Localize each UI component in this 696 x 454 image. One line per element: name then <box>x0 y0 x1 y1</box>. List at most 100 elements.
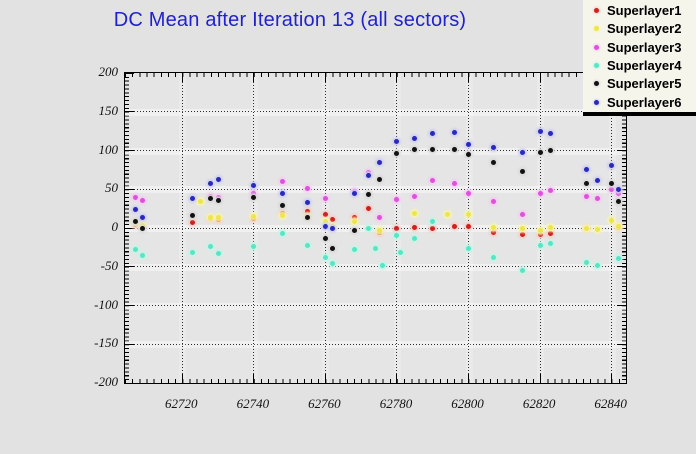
data-point-superlayer3 <box>594 196 600 202</box>
gridline-y-0 <box>125 227 626 229</box>
data-point-superlayer3 <box>451 181 457 187</box>
data-point-superlayer6 <box>548 130 554 136</box>
data-point-superlayer3 <box>548 187 554 193</box>
data-point-superlayer1 <box>519 232 525 238</box>
data-point-superlayer1 <box>430 225 436 231</box>
x-tick-62720 <box>181 374 183 383</box>
gridline-band <box>179 73 187 383</box>
gridline-y--150 <box>125 343 626 345</box>
y-tick-right--200 <box>617 382 626 384</box>
legend-entry-superlayer2: Superlayer2 <box>583 19 696 37</box>
data-point-superlayer5 <box>376 177 382 183</box>
gridline-y--50 <box>125 266 626 268</box>
data-point-superlayer5 <box>140 226 146 232</box>
data-point-superlayer6 <box>451 130 457 136</box>
data-point-superlayer5 <box>394 151 400 157</box>
data-point-superlayer3 <box>215 195 221 201</box>
data-point-superlayer6 <box>190 196 196 202</box>
data-point-superlayer2 <box>376 227 382 233</box>
x-axis-minor-ticks-bottom <box>125 379 626 383</box>
x-tick-label-62740: 62740 <box>236 396 270 411</box>
x-tick-62800 <box>468 374 470 383</box>
data-point-superlayer5 <box>190 213 196 219</box>
data-point-superlayer3 <box>279 179 285 184</box>
x-tick-62840 <box>611 374 613 383</box>
x-tick-label-62800: 62800 <box>451 396 484 411</box>
data-point-superlayer3 <box>466 190 472 196</box>
data-point-superlayer1 <box>491 230 497 236</box>
legend-label-superlayer6: Superlayer6 <box>607 94 682 110</box>
data-point-superlayer4 <box>322 254 328 260</box>
data-point-superlayer3 <box>537 190 543 196</box>
y-tick-label--100: -100 <box>94 296 118 312</box>
y-tick-label--200: -200 <box>94 374 118 389</box>
y-tick--200 <box>125 382 134 384</box>
x-tick-top-62800 <box>468 73 470 82</box>
data-point-superlayer2 <box>537 227 543 233</box>
gridline-x-62840 <box>611 73 613 383</box>
data-point-superlayer4 <box>190 249 196 255</box>
data-point-superlayer5 <box>584 181 590 187</box>
data-point-superlayer4 <box>208 244 214 250</box>
legend-entry-superlayer3: Superlayer3 <box>583 38 696 56</box>
data-point-superlayer5 <box>609 180 615 186</box>
legend-entry-superlayer4: Superlayer4 <box>583 56 696 74</box>
gridline-y-150 <box>125 111 626 113</box>
data-point-superlayer6 <box>140 215 146 221</box>
data-point-superlayer6 <box>491 144 497 150</box>
legend-entry-superlayer1: Superlayer1 <box>583 1 696 19</box>
data-point-superlayer1 <box>412 224 418 230</box>
gridline-band <box>608 73 616 383</box>
data-point-superlayer2 <box>208 215 214 221</box>
legend-marker-superlayer2 <box>594 26 599 32</box>
data-point-superlayer6 <box>412 135 418 141</box>
y-tick-label-0: 0 <box>111 219 119 234</box>
legend-entry-superlayer6: Superlayer6 <box>583 93 696 111</box>
gridline-x-62740 <box>253 73 255 383</box>
data-point-superlayer6 <box>394 138 400 144</box>
legend-box: Superlayer1 Superlayer2 Superlayer3 Superla… <box>583 0 696 116</box>
legend-marker-superlayer6 <box>594 99 599 105</box>
data-point-superlayer5 <box>365 192 371 198</box>
y-tick-50 <box>125 188 134 190</box>
data-point-superlayer6 <box>322 223 328 229</box>
gridline-band <box>125 225 626 232</box>
data-point-superlayer3 <box>322 196 328 202</box>
data-point-superlayer6 <box>279 190 285 196</box>
data-point-superlayer4 <box>491 254 497 260</box>
data-point-superlayer5 <box>305 215 310 221</box>
gridline-band <box>125 147 626 155</box>
y-tick-right-0 <box>617 227 626 229</box>
gridline-x-62720 <box>181 73 183 383</box>
data-point-superlayer6 <box>365 172 371 178</box>
data-point-superlayer4 <box>616 255 622 261</box>
x-axis-minor-ticks-top <box>125 73 626 77</box>
data-point-superlayer6 <box>305 199 310 205</box>
data-point-superlayer3 <box>376 215 382 221</box>
data-point-superlayer4 <box>330 261 336 267</box>
data-point-superlayer4 <box>305 242 310 248</box>
y-tick-right--100 <box>617 305 626 306</box>
x-tick-top-62820 <box>539 73 541 82</box>
data-point-superlayer3 <box>430 178 436 184</box>
data-point-superlayer4 <box>215 251 221 257</box>
data-point-superlayer3 <box>394 196 400 202</box>
data-point-superlayer5 <box>519 168 525 174</box>
data-point-superlayer5 <box>451 147 457 153</box>
data-point-superlayer5 <box>491 160 497 166</box>
data-point-superlayer5 <box>330 245 336 251</box>
data-point-superlayer1 <box>548 230 554 236</box>
data-point-superlayer2 <box>466 211 472 217</box>
legend-label-superlayer5: Superlayer5 <box>607 76 682 92</box>
data-point-superlayer6 <box>584 166 590 172</box>
data-point-superlayer3 <box>609 186 615 192</box>
data-point-superlayer6 <box>609 162 615 168</box>
data-point-superlayer2 <box>616 223 622 229</box>
data-point-superlayer2 <box>519 225 525 231</box>
data-point-superlayer4 <box>537 242 543 248</box>
x-tick-62780 <box>396 374 398 383</box>
data-point-superlayer5 <box>616 199 622 205</box>
data-point-superlayer3 <box>584 193 590 199</box>
y-tick-label--50: -50 <box>100 257 118 273</box>
